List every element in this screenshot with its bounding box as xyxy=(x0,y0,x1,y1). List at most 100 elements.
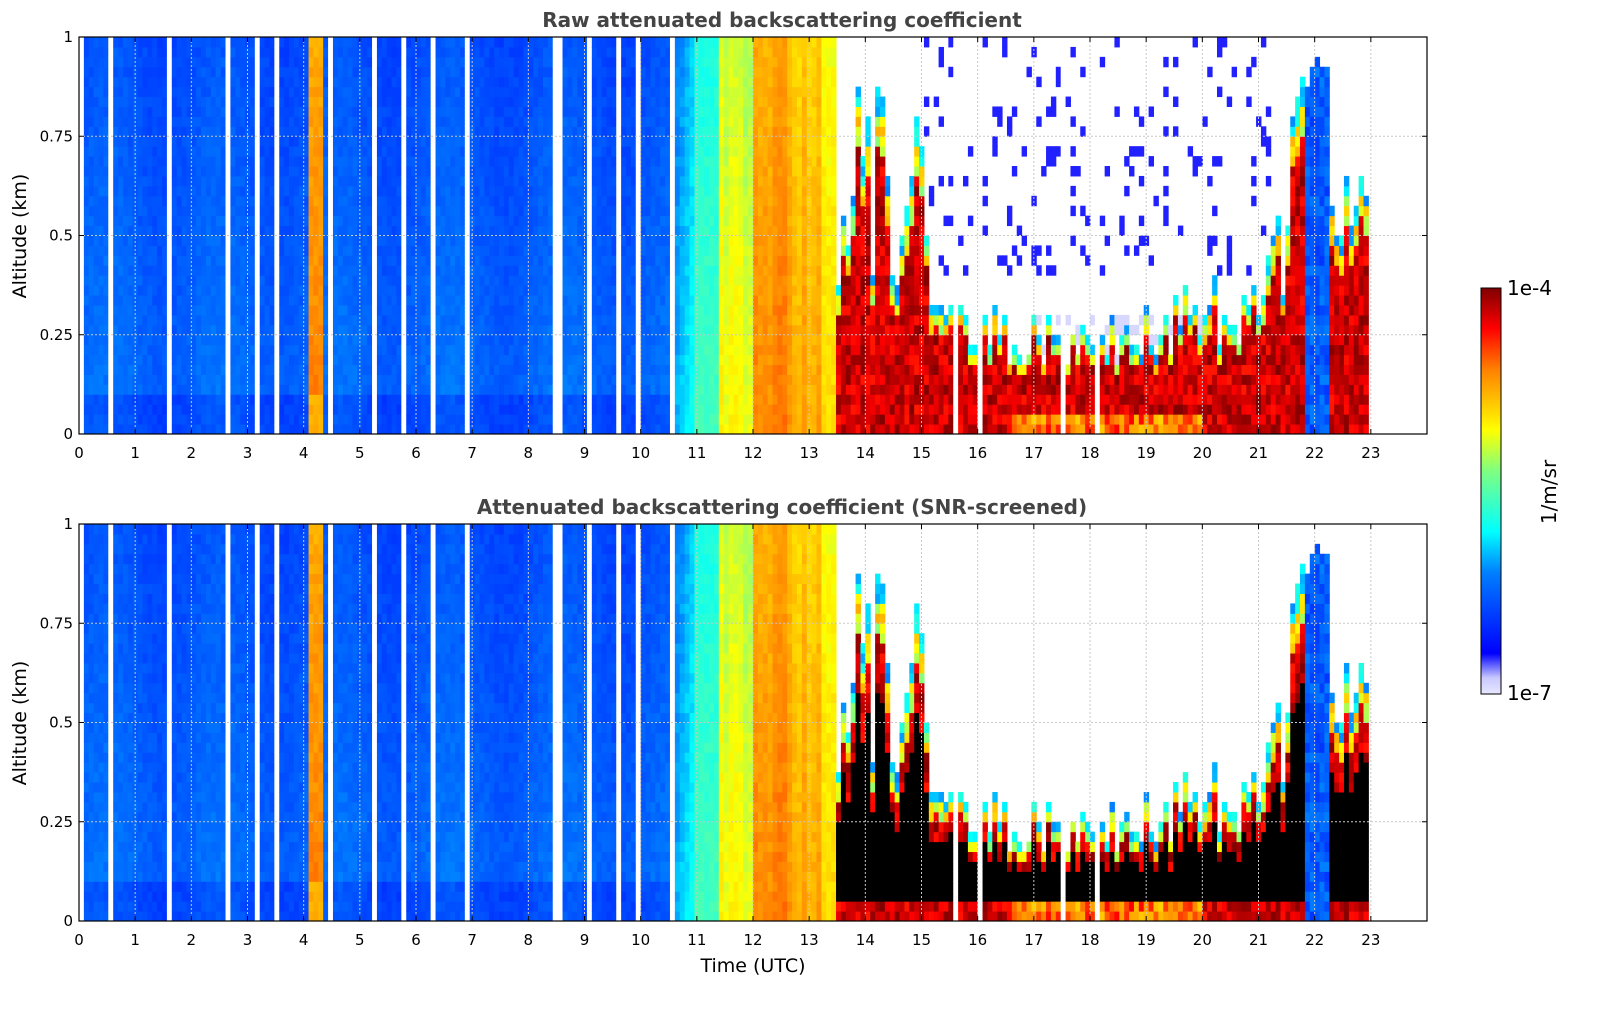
heatmap-cell xyxy=(630,314,637,326)
heatmap-cell xyxy=(347,344,353,356)
heatmap-cell xyxy=(196,205,202,217)
heatmap-cell xyxy=(269,245,275,256)
heatmap-cell xyxy=(455,76,461,88)
heatmap-cell xyxy=(298,175,305,187)
heatmap-cell xyxy=(103,46,109,58)
heatmap-cell xyxy=(484,126,490,137)
heatmap-cell xyxy=(196,76,202,88)
heatmap-cell xyxy=(298,255,305,266)
heatmap-cell xyxy=(479,146,485,157)
heatmap-cell xyxy=(499,404,505,415)
heatmap-cell xyxy=(113,116,119,127)
heatmap-cell xyxy=(318,116,324,127)
heatmap-cell xyxy=(611,56,617,68)
heatmap-cell xyxy=(425,275,432,286)
heatmap-cell xyxy=(420,56,427,68)
heatmap-cell xyxy=(191,255,197,266)
heatmap-cell xyxy=(201,76,207,88)
heatmap-cell xyxy=(567,86,573,98)
heatmap-cell xyxy=(108,414,114,425)
heatmap-cell xyxy=(435,314,441,326)
heatmap-cell xyxy=(523,126,529,137)
heatmap-cell xyxy=(103,354,109,366)
heatmap-cell xyxy=(235,56,241,68)
heatmap-cell xyxy=(328,304,334,316)
heatmap-cell xyxy=(552,37,559,48)
heatmap-cell xyxy=(381,66,388,78)
heatmap-cell xyxy=(626,96,632,107)
heatmap-cell xyxy=(215,245,222,256)
heatmap-cell xyxy=(210,46,217,58)
heatmap-cell xyxy=(591,146,598,157)
heatmap-cell xyxy=(621,344,627,356)
heatmap-cell xyxy=(567,344,573,356)
heatmap-cell xyxy=(313,275,319,286)
heatmap-cell xyxy=(626,66,632,78)
heatmap-cell xyxy=(601,414,607,425)
heatmap-cell xyxy=(249,344,256,356)
heatmap-cell xyxy=(93,344,100,356)
heatmap-cell xyxy=(93,136,100,147)
heatmap-cell xyxy=(342,225,349,236)
heatmap-cell xyxy=(508,116,515,127)
heatmap-cell xyxy=(621,66,627,78)
heatmap-cell xyxy=(533,374,539,385)
heatmap-cell xyxy=(362,86,368,98)
heatmap-cell xyxy=(420,46,427,58)
heatmap-cell xyxy=(166,136,173,147)
heatmap-cell xyxy=(210,314,217,326)
heatmap-cell xyxy=(269,116,275,127)
heatmap-cell xyxy=(518,205,524,217)
heatmap-cell xyxy=(557,255,564,266)
heatmap-cell xyxy=(630,66,637,78)
heatmap-cell xyxy=(157,106,163,117)
heatmap-cell xyxy=(337,106,344,117)
heatmap-cell xyxy=(162,136,168,147)
heatmap-cell xyxy=(240,136,246,147)
heatmap-cell xyxy=(396,136,402,147)
heatmap-cell xyxy=(660,136,666,147)
heatmap-cell xyxy=(79,166,85,177)
heatmap-cell xyxy=(83,265,90,276)
heatmap-cell xyxy=(298,314,305,326)
heatmap-cell xyxy=(249,136,256,147)
heatmap-cell xyxy=(284,364,290,375)
heatmap-cell xyxy=(220,56,227,68)
heatmap-cell xyxy=(332,275,339,286)
heatmap-cell xyxy=(396,304,402,316)
heatmap-cell xyxy=(157,156,163,167)
heatmap-cell xyxy=(254,46,261,58)
heatmap-cell xyxy=(186,215,192,227)
heatmap-cell xyxy=(518,195,524,207)
heatmap-cell xyxy=(406,156,412,167)
heatmap-cell xyxy=(635,106,642,117)
heatmap-cell xyxy=(347,136,353,147)
heatmap-cell xyxy=(162,235,168,246)
heatmap-cell xyxy=(533,424,539,435)
heatmap-cell xyxy=(93,394,100,405)
heatmap-cell xyxy=(513,215,520,227)
heatmap-cell xyxy=(391,255,397,266)
heatmap-cell xyxy=(425,146,432,157)
heatmap-cell xyxy=(201,384,207,395)
heatmap-cell xyxy=(254,156,261,167)
heatmap-cell xyxy=(435,384,441,395)
heatmap-cell xyxy=(289,225,295,236)
heatmap-cell xyxy=(220,275,227,286)
heatmap-cell xyxy=(83,424,90,435)
heatmap-cell xyxy=(240,106,246,117)
heatmap-cell xyxy=(127,166,134,177)
heatmap-cell xyxy=(372,265,378,276)
heatmap-cell xyxy=(499,334,505,346)
heatmap-cell xyxy=(259,215,266,227)
heatmap-cell xyxy=(411,166,417,177)
heatmap-cell xyxy=(308,314,314,326)
heatmap-cell xyxy=(601,314,607,326)
heatmap-cell xyxy=(494,304,500,316)
heatmap-cell xyxy=(416,424,422,435)
heatmap-cell xyxy=(464,195,471,207)
heatmap-cell xyxy=(142,414,148,425)
heatmap-cell xyxy=(162,354,168,366)
heatmap-cell xyxy=(655,404,661,415)
heatmap-cell xyxy=(147,116,153,127)
